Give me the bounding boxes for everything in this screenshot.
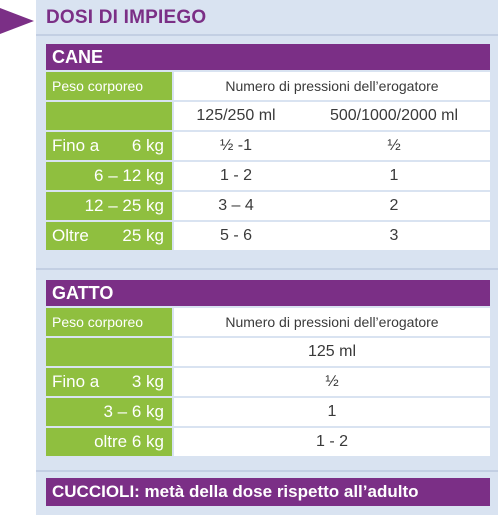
gatto-size-row: 125 ml xyxy=(46,338,490,366)
table-row: Fino a 6 kg ½ -1 ½ xyxy=(46,132,490,160)
size-large: 500/1000/2000 ml xyxy=(329,107,459,124)
cane-header-row: Peso corporeo Numero di pressioni dell’e… xyxy=(46,72,490,100)
weight-prefix: Fino a xyxy=(52,372,100,391)
cane-sizes-row: 125/250 ml 500/1000/2000 ml xyxy=(46,102,490,130)
cane-table: CANE Peso corporeo Numero di pressioni d… xyxy=(46,44,490,250)
weight-range: oltre 6 kg xyxy=(94,432,164,451)
page-title: DOSI DI IMPIEGO xyxy=(46,7,207,28)
divider xyxy=(36,34,498,36)
weight-range: 25 kg xyxy=(122,226,164,245)
presses-large: 3 xyxy=(389,227,399,244)
table-row: 6 – 12 kg 1 - 2 1 xyxy=(46,162,490,190)
presses-small: ½ -1 xyxy=(219,137,252,154)
presses-small: 5 - 6 xyxy=(219,227,252,244)
cane-title: CANE xyxy=(46,44,490,70)
table-row: Oltre 25 kg 5 - 6 3 xyxy=(46,222,490,250)
presses: 1 - 2 xyxy=(315,433,348,450)
divider xyxy=(36,268,498,270)
triangle-right-icon xyxy=(0,8,34,34)
presses: ½ xyxy=(325,373,339,390)
table-row: oltre 6 kg 1 - 2 xyxy=(46,428,490,456)
presses-large: ½ xyxy=(387,137,401,154)
weight-range: 3 – 6 kg xyxy=(103,402,165,421)
weight-range: 6 kg xyxy=(131,136,164,155)
presses-large: 1 xyxy=(389,167,399,184)
puppies-note: CUCCIOLI: metà della dose rispetto all’a… xyxy=(46,478,490,506)
size-small: 125/250 ml xyxy=(196,107,276,124)
heading-row: DOSI DI IMPIEGO xyxy=(0,0,498,40)
gatto-title: GATTO xyxy=(46,280,490,306)
presses-small: 1 - 2 xyxy=(219,167,252,184)
presses-large: 2 xyxy=(389,197,399,214)
divider xyxy=(36,470,498,472)
gatto-header-row: Peso corporeo Numero di pressioni dell’e… xyxy=(46,308,490,336)
weight-range: 6 – 12 kg xyxy=(94,166,164,185)
weight-prefix: Fino a xyxy=(52,136,100,155)
presses-header: Numero di pressioni dell’erogatore xyxy=(225,314,439,330)
weight-prefix: Oltre xyxy=(52,226,89,245)
weight-header: Peso corporeo xyxy=(46,72,172,100)
size: 125 ml xyxy=(307,343,357,360)
presses-header: Numero di pressioni dell’erogatore xyxy=(225,78,439,94)
table-row: 3 – 6 kg 1 xyxy=(46,398,490,426)
presses: 1 xyxy=(327,403,337,420)
table-row: Fino a 3 kg ½ xyxy=(46,368,490,396)
table-row: 12 – 25 kg 3 – 4 2 xyxy=(46,192,490,220)
gatto-table: GATTO Peso corporeo Numero di pressioni … xyxy=(46,280,490,456)
weight-range: 12 – 25 kg xyxy=(84,196,164,215)
weight-range: 3 kg xyxy=(131,372,164,391)
presses-small: 3 – 4 xyxy=(218,197,254,214)
weight-header: Peso corporeo xyxy=(46,308,172,336)
